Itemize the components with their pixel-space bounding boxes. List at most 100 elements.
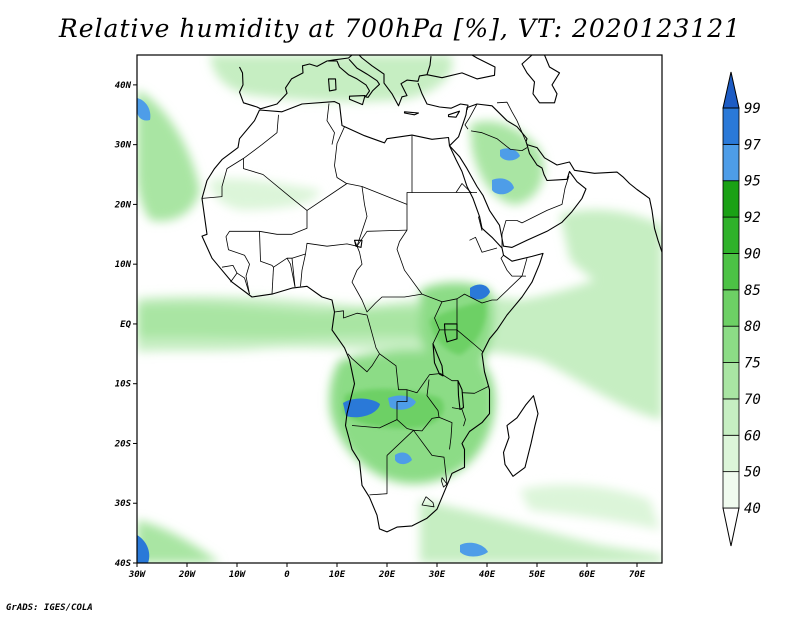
- country-border: [500, 254, 526, 277]
- colorbar-segment: [722, 107, 740, 145]
- caspian-coastline: [521, 55, 561, 104]
- colorbar: 40 50 60 70 75 80 85 90 92 95 97 99: [722, 71, 761, 547]
- coastlines: [201, 55, 696, 533]
- italy-coastline: [328, 58, 381, 98]
- country-border: [243, 114, 279, 159]
- humidity-field: [137, 55, 662, 563]
- country-border: [478, 216, 483, 231]
- balkans-coastline: [358, 55, 432, 107]
- lat-tick-label: EQ: [120, 320, 131, 330]
- country-border: [470, 130, 528, 151]
- colorbar-label: 40: [744, 501, 761, 517]
- black-sea-coastline: [426, 55, 496, 80]
- country-border: [496, 101, 527, 142]
- lat-tick-label: 30S: [114, 499, 132, 509]
- colorbar-label: 92: [744, 210, 761, 226]
- lon-tick-label: 40E: [479, 570, 496, 580]
- colorbar-label: 80: [744, 319, 761, 335]
- europe-coastline: [238, 55, 353, 110]
- lake-outline: [353, 239, 363, 248]
- crete-coastline: [403, 111, 420, 116]
- lake-outline: [457, 380, 465, 410]
- country-border: [326, 103, 335, 145]
- colorbar-segment: [722, 362, 740, 400]
- colorbar-segment: [722, 434, 740, 473]
- country-border: [221, 265, 238, 274]
- lat-tick-label: 30N: [114, 141, 132, 151]
- lon-tick-label: 60E: [579, 570, 596, 580]
- lake-outline: [443, 323, 458, 343]
- country-border: [334, 126, 347, 184]
- sri-lanka-coastline: [686, 265, 696, 288]
- lon-tick-label: 50E: [529, 570, 546, 580]
- grads-credit: GrADS: IGES/COLA: [6, 603, 93, 613]
- country-border: [439, 329, 484, 353]
- lake-outline: [432, 343, 444, 377]
- colorbar-segment: [722, 143, 740, 182]
- colorbar-label: 85: [744, 283, 761, 299]
- cyprus-coastline: [447, 110, 461, 118]
- lon-tick-label: 0: [284, 570, 290, 580]
- map-title: Relative humidity at 700hPa [%], VT: 202…: [58, 14, 742, 43]
- lat-tick-label: 10N: [115, 260, 132, 270]
- country-border: [469, 236, 498, 253]
- lat-tick-label: 20S: [114, 439, 132, 449]
- persian-coastline: [526, 144, 662, 253]
- colorbar-label: 60: [744, 428, 761, 444]
- country-border: [464, 103, 478, 130]
- country-border: [386, 429, 448, 485]
- lon-tick-label: 30E: [428, 570, 446, 580]
- country-border: [354, 229, 408, 247]
- saturated-patches: [137, 98, 520, 563]
- country-border: [396, 389, 408, 420]
- colorbar-label: 97: [744, 137, 761, 153]
- country-border: [271, 267, 274, 295]
- country-borders: [201, 101, 570, 508]
- country-border: [334, 310, 380, 373]
- country-border: [396, 204, 528, 304]
- colorbar-label: 70: [744, 392, 761, 408]
- lon-tick-label: 10W: [229, 570, 247, 580]
- colorbar-upper-arrow: [722, 71, 740, 109]
- colorbar-label: 95: [744, 174, 761, 190]
- country-border: [455, 183, 477, 193]
- colorbar-label: 99: [744, 101, 761, 117]
- axis-ticks: 30W 20W 10W 0 10E 20E 30E 40E 50E 60E 70E 40S 30S 20S…: [114, 81, 646, 580]
- country-border: [426, 379, 440, 418]
- madagascar-coastline: [502, 395, 539, 477]
- country-border: [441, 477, 448, 488]
- country-border: [421, 496, 435, 508]
- lon-tick-label: 20E: [378, 570, 396, 580]
- turkey-coastline: [417, 82, 469, 111]
- lat-tick-label: 40S: [115, 559, 132, 569]
- country-border: [300, 186, 368, 287]
- country-border: [291, 253, 306, 259]
- arabia-coastline: [448, 103, 587, 248]
- colorbar-segment: [722, 216, 740, 254]
- africa-coastline: [201, 101, 544, 533]
- map-frame: [136, 54, 663, 564]
- lat-tick-label: 20N: [114, 200, 132, 210]
- country-border: [230, 272, 250, 295]
- country-border: [440, 373, 458, 382]
- colorbar-label: 50: [744, 465, 761, 481]
- colorbar-label: 90: [744, 246, 761, 262]
- country-border: [432, 301, 443, 344]
- country-border: [351, 246, 423, 313]
- lon-tick-label: 10E: [329, 570, 346, 580]
- colorbar-segment: [722, 325, 740, 363]
- lat-tick-label: 40N: [115, 81, 132, 91]
- country-border: [501, 175, 570, 248]
- country-border: [369, 455, 388, 496]
- colorbar-label: 75: [744, 356, 761, 372]
- colorbar-segment: [722, 398, 740, 436]
- country-border: [225, 210, 308, 295]
- colorbar-segment: [722, 253, 740, 291]
- sardinia-coastline: [327, 78, 337, 92]
- colorbar-segment: [722, 289, 740, 327]
- lat-tick-label: 10S: [115, 380, 132, 390]
- country-border: [461, 385, 490, 394]
- country-border: [286, 257, 296, 287]
- colorbar-segment: [722, 180, 740, 218]
